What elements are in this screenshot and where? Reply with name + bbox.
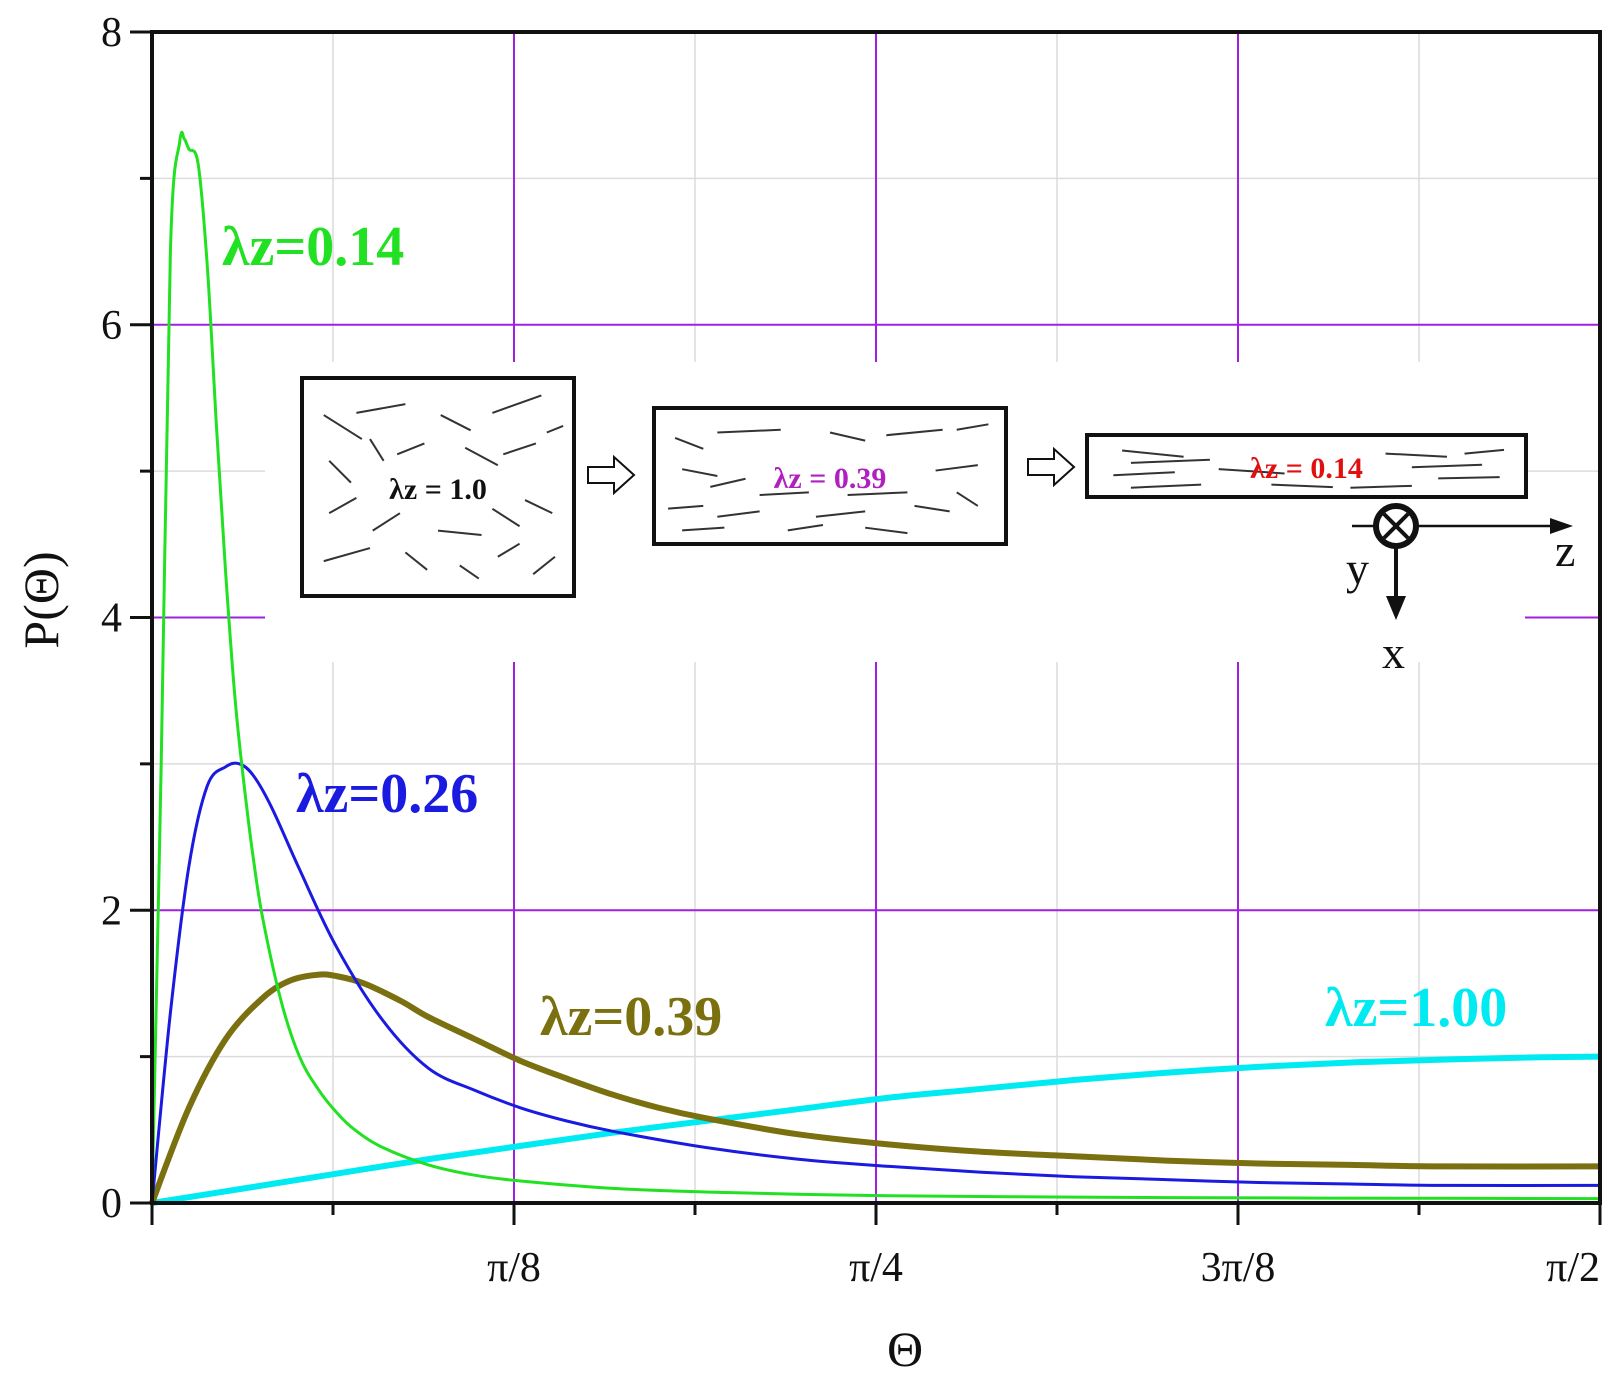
fiber-segment [546,425,564,434]
fiber-segment [886,428,943,437]
inset-box-0 [300,376,576,598]
y-axis-label: y [1346,543,1369,594]
fiber-segment [759,491,809,497]
curve-label-014: λz=0.14 [222,216,404,278]
fiber-segment [524,499,553,515]
inset-box-label-1: λz = 0.39 [774,462,887,495]
fiber-segment [914,504,950,513]
z-axis-label: z [1555,525,1575,576]
series-line-1 [150,761,1601,1204]
transition-arrow-1 [1027,446,1076,488]
fiber-segment [847,491,908,497]
x-tick-label: π/2 [1546,1245,1600,1291]
fiber-segment [710,477,746,488]
fiber-segment [440,414,472,432]
fiber-segment [464,446,499,467]
fiber-segment [356,403,406,414]
x-tick-label: π/4 [849,1245,903,1291]
fiber-segment [1438,476,1500,480]
fiber-segment [956,491,979,507]
fiber-segment [935,464,978,472]
fiber-segment [1218,468,1285,475]
curve-label-100: λz=1.00 [1325,977,1507,1039]
fiber-segment [1130,483,1202,489]
fiber-segment [497,542,521,558]
fiber-segment [404,551,428,571]
inset-box-label-2: λz = 0.14 [1250,452,1363,485]
inset-diagram: λz = 1.0 λz = 0.39 λz = 0.14 z yx [265,362,1575,678]
y-tick-label: 2 [101,888,122,934]
fiber-segment [668,504,704,510]
y-tick-label: 4 [101,596,122,642]
fiber-segment [1122,449,1184,458]
fiber-segment [328,460,352,484]
fiber-segment [682,526,725,532]
fiber-segment [681,468,718,477]
fiber-segment [459,564,480,580]
x-tick-label: 3π/8 [1201,1245,1276,1291]
series-line-3 [151,1053,1601,1206]
fiber-segment [865,526,908,535]
fiber-segment [372,512,401,532]
inset-box-1 [652,406,1008,546]
x-axis-title: Θ [887,1321,923,1377]
fiber-segment [323,414,363,440]
inset-box-label-0: λz = 1.0 [389,473,487,506]
fiber-segment [328,497,357,515]
axis-ticks: 0 2 4 6 8 π/8 π/4 3π/8 π/2 [101,10,1602,1291]
fiber-segment [787,523,824,532]
fiber-segment [956,423,989,431]
x-axis-label: x [1382,627,1405,678]
fiber-segment [1130,458,1210,464]
fiber-segment [502,442,537,456]
fiber-segment [1385,452,1448,458]
y-tick-label: 8 [101,10,122,56]
z-arrow-head [1550,518,1573,534]
fiber-segment [492,394,542,414]
fiber-segment [815,510,866,518]
x-tick-label: π/8 [487,1245,541,1291]
fiber-segment [829,431,866,442]
fiber-segment [1350,484,1412,489]
fiber-segment [674,436,704,450]
fiber-segment [323,547,371,563]
fiber-segment [717,510,760,518]
fiber-segment [1464,448,1505,455]
fiber-segment [1411,463,1483,469]
fiber-segment [437,529,482,536]
transition-arrow-0 [587,454,636,496]
series-layer [149,130,1601,1206]
fiber-segment [1271,483,1333,489]
fiber-segment [369,438,385,462]
fiber-segment [532,555,556,575]
curve-label-039: λz=0.39 [540,986,722,1048]
cross-stroke [1382,512,1410,540]
y-tick-label: 6 [101,303,122,349]
fiber-segment [717,428,781,434]
fiber-segment [396,442,425,456]
series-line-0 [150,130,1601,1204]
fiber-segment [1113,471,1175,477]
y-tick-label: 0 [101,1181,122,1227]
fiber-segment [491,507,521,528]
curve-label-026: λz=0.26 [296,763,478,825]
y-axis-title: P(Θ) [13,551,69,648]
x-arrow-head [1386,596,1406,620]
series-line-2 [149,971,1601,1205]
